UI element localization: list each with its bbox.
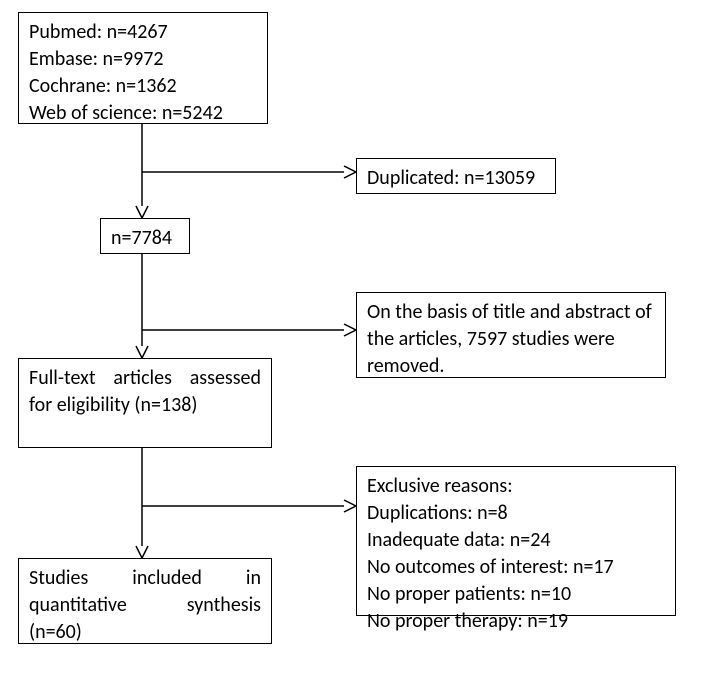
- sources-line: Pubmed: n=4267: [29, 19, 257, 46]
- node-duplicated-text: Duplicated: n=13059: [367, 166, 535, 190]
- node-fulltext-text: Full-text articles assessed for eligibil…: [29, 366, 261, 417]
- node-title-abstract-text: On the basis of title and abstract of th…: [367, 300, 652, 378]
- exclusive-line: No proper patients: n=10: [367, 581, 665, 608]
- sources-line: Embase: n=9972: [29, 46, 257, 73]
- node-after-dedup-text: n=7784: [111, 226, 172, 250]
- sources-line: Cochrane: n=1362: [29, 73, 257, 100]
- node-title-abstract-removed: On the basis of title and abstract of th…: [356, 292, 666, 378]
- node-included-text: Studies included in quantitative synthes…: [29, 566, 261, 644]
- exclusive-line: Duplications: n=8: [367, 500, 665, 527]
- node-included-studies: Studies included in quantitative synthes…: [18, 558, 272, 644]
- exclusive-line: Exclusive reasons:: [367, 473, 665, 500]
- exclusive-line: No proper therapy: n=19: [367, 608, 665, 635]
- node-exclusive-reasons: Exclusive reasons:Duplications: n=8Inade…: [356, 466, 676, 616]
- node-duplicated: Duplicated: n=13059: [356, 158, 556, 194]
- node-fulltext-assessed: Full-text articles assessed for eligibil…: [18, 358, 272, 448]
- exclusive-line: Inadequate data: n=24: [367, 527, 665, 554]
- node-sources: Pubmed: n=4267Embase: n=9972Cochrane: n=…: [18, 12, 268, 124]
- node-after-dedup: n=7784: [100, 218, 190, 254]
- exclusive-line: No outcomes of interest: n=17: [367, 554, 665, 581]
- sources-line: Web of science: n=5242: [29, 100, 257, 127]
